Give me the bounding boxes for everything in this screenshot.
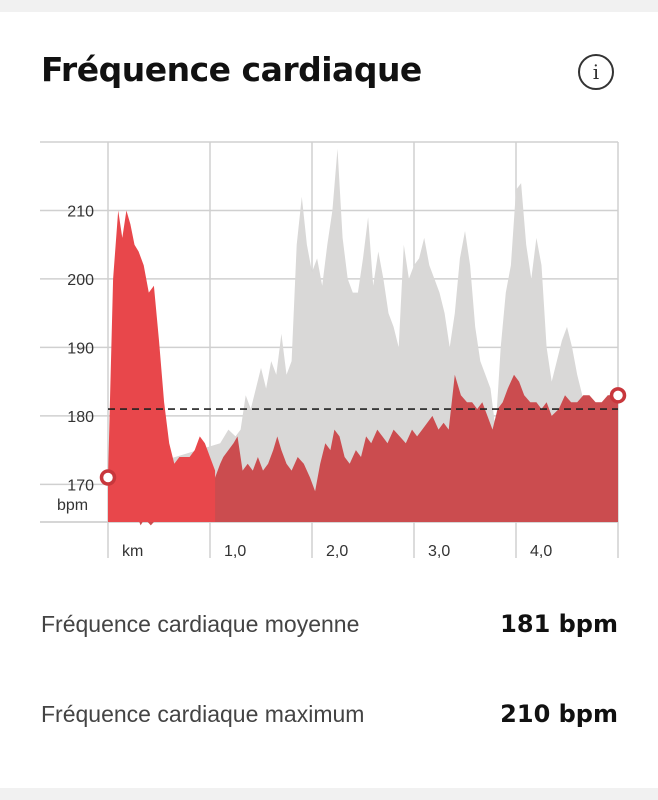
y-tick-label: 190 xyxy=(67,340,94,357)
page-title: Fréquence cardiaque xyxy=(41,50,422,89)
start-marker xyxy=(99,469,117,486)
heart-rate-highlight-area xyxy=(108,210,216,522)
x-tick-label: 3,0 xyxy=(428,543,450,560)
average-heart-rate-value: 181 bpm xyxy=(500,610,618,638)
y-tick-label: 200 xyxy=(67,272,94,289)
info-icon[interactable]: i xyxy=(578,54,614,90)
y-tick-label: 210 xyxy=(67,203,94,220)
average-heart-rate-label: Fréquence cardiaque moyenne xyxy=(41,611,360,637)
y-axis-ticks: 210 200 190 180 170 xyxy=(67,203,94,494)
max-heart-rate-label: Fréquence cardiaque maximum xyxy=(41,701,365,727)
x-tick-label: 4,0 xyxy=(530,543,552,560)
x-tick-label: km xyxy=(122,543,143,560)
start-end-markers xyxy=(99,387,627,486)
end-marker xyxy=(609,387,627,404)
x-tick-label: 1,0 xyxy=(224,543,246,560)
heart-rate-area-series xyxy=(108,374,618,526)
average-heart-rate-row: Fréquence cardiaque moyenne 181 bpm xyxy=(41,610,618,638)
x-axis-ticks: km 1,0 2,0 3,0 4,0 xyxy=(122,543,552,560)
x-tick-label: 2,0 xyxy=(326,543,348,560)
max-heart-rate-value: 210 bpm xyxy=(500,700,618,728)
y-tick-label: 170 xyxy=(67,477,94,494)
y-tick-label: 180 xyxy=(67,409,94,426)
y-axis-unit-label: bpm xyxy=(57,497,88,514)
max-heart-rate-row: Fréquence cardiaque maximum 210 bpm xyxy=(41,700,618,728)
